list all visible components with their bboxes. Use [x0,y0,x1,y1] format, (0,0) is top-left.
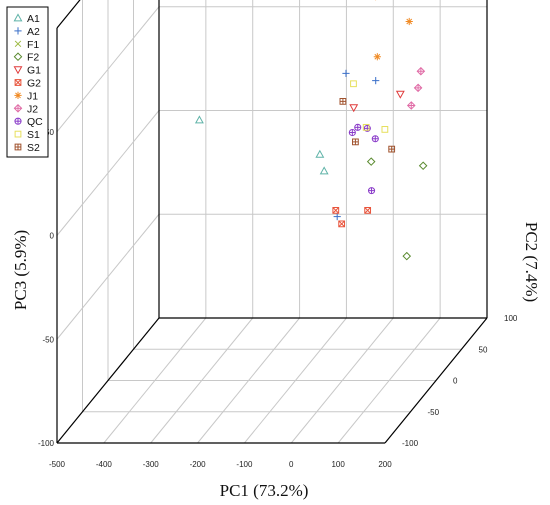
y-tick-label: 50 [479,345,488,354]
y-tick-label: -50 [428,408,440,417]
legend-label: S2 [27,142,40,154]
data-point-a2 [333,213,341,221]
data-point-g1 [349,104,359,113]
y-tick-label: -100 [402,439,419,448]
legend-marker-a2 [14,27,22,35]
data-point-s1 [381,126,389,133]
legend-item: F2 [13,52,39,64]
data-point-a2 [372,77,380,85]
legend-label: A2 [27,26,40,38]
legend-label: J1 [27,90,38,102]
legend-item: A1 [13,13,40,25]
legend-label: S1 [27,129,40,141]
legend-label: A1 [27,13,40,25]
data-point-g1 [395,90,405,99]
legend-marker-f2 [13,52,23,62]
legend-label: QC [27,116,43,128]
grid-lines [56,0,487,444]
grid-line [56,213,160,340]
data-point-s2 [388,145,396,153]
box-edge [56,317,160,444]
x-tick-labels: -500 -400 -300 -200 -100 0 100 200 [49,460,392,469]
z-tick-label: 50 [45,128,54,137]
legend-marker-qc [14,117,22,125]
grid-line [56,110,160,236]
z-axis-label: PC3 (5.9%) [11,230,30,310]
x-tick-label: -300 [143,460,160,469]
data-point-f2 [366,157,376,166]
legend-item: QC [14,116,43,128]
box-edge [384,317,488,444]
data-point-a1 [315,149,325,158]
legend-item: J2 [13,103,38,115]
data-point-s2 [352,138,359,146]
data-point-g2 [364,206,372,214]
legend-label: F1 [27,39,39,51]
x-tick-label: -400 [96,460,113,469]
data-point-a2 [342,69,350,77]
data-point-f2 [402,251,412,261]
legend-marker-s1 [14,130,22,138]
x-tick-label: 100 [331,460,345,469]
data-point-j2 [416,66,426,76]
legend-item: S2 [14,142,40,154]
y-tick-label: 100 [504,314,518,323]
legend-item: G1 [13,65,41,77]
legend-label: F2 [27,52,39,64]
legend-label: G1 [27,65,41,77]
legend-label: J2 [27,103,38,115]
data-point-g2 [338,220,346,228]
legend-marker-a1 [13,13,23,22]
y-tick-labels: -100 -50 0 50 100 [402,314,518,448]
y-tick-label: 0 [453,377,458,386]
data-point-qc [367,187,376,195]
data-point-qc [348,128,356,137]
z-tick-label: -100 [38,439,55,448]
data-point-qc [371,135,379,143]
legend-marker-j2 [13,103,23,113]
data-points [194,0,428,261]
y-axis-label: PC2 (7.4%) [522,222,541,302]
legend-marker-s2 [14,143,22,151]
legend-marker-g1 [13,66,23,75]
legend-item: A2 [14,26,40,38]
data-point-a1 [319,166,329,175]
data-point-qc [354,123,362,131]
x-axis-label: PC1 (73.2%) [220,481,309,500]
box-edge [56,0,81,29]
data-point-a1 [194,115,204,124]
data-point-j2 [413,83,423,93]
z-tick-labels: -100 -50 0 50 [38,128,55,448]
legend-box [6,6,49,158]
data-point-s1 [350,80,357,88]
legend-marker-f1 [14,40,22,48]
plot-box [56,0,488,444]
data-point-j1 [405,17,413,26]
x-tick-label: 0 [289,460,294,469]
data-point-g2 [332,206,340,214]
legend-item: G2 [14,78,41,90]
data-point-f2 [418,161,428,171]
data-point-j2 [406,101,416,110]
x-tick-label: 200 [378,460,392,469]
grid-line [56,6,160,133]
data-point-s1 [362,123,370,131]
z-tick-label: -50 [42,335,54,344]
legend-marker-j1 [14,91,22,99]
x-tick-label: -200 [190,460,207,469]
z-tick-label: 0 [50,232,55,241]
legend-item: J1 [14,90,38,102]
data-point-s2 [339,97,347,105]
x-tick-label: -100 [236,460,253,469]
legend-marker-g2 [14,79,22,86]
data-point-j1 [373,53,381,61]
x-tick-label: -500 [49,460,66,469]
legend-label: G2 [27,78,41,90]
legend-item: S1 [14,129,40,141]
legend-item: F1 [14,39,39,51]
